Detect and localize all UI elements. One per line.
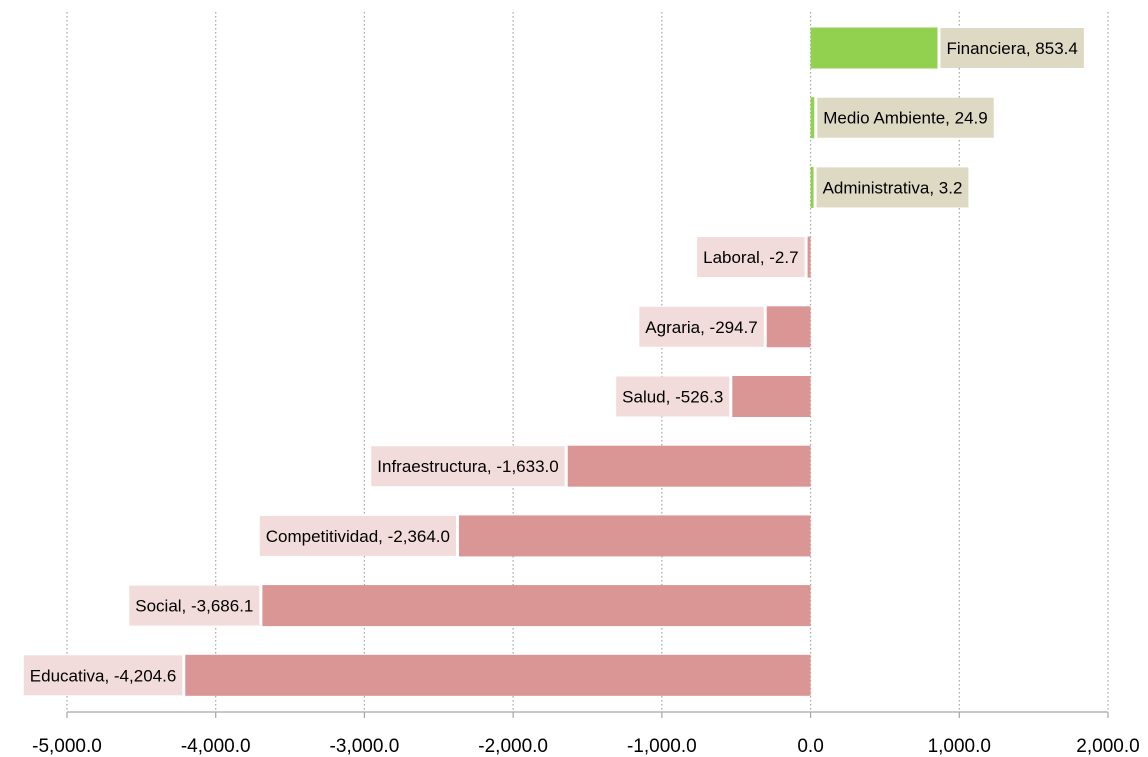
data-label-text: Laboral, -2.7 xyxy=(703,248,798,267)
bar-laboral xyxy=(807,236,811,278)
data-label-text: Financiera, 853.4 xyxy=(946,39,1077,58)
data-labels: Financiera, 853.4 Medio Ambiente, 24.9 Adm… xyxy=(23,28,1084,696)
bar-competitividad xyxy=(459,515,811,557)
data-label: Salud, -526.3 xyxy=(616,376,730,417)
x-tick-label: 1,000.0 xyxy=(928,736,991,757)
data-label-background xyxy=(639,306,764,347)
bar-social xyxy=(262,585,811,627)
data-label: Laboral, -2.7 xyxy=(697,237,805,278)
data-label: Social, -3,686.1 xyxy=(129,585,260,626)
data-label-text: Salud, -526.3 xyxy=(622,388,723,407)
data-label-background xyxy=(816,167,969,208)
data-label-background xyxy=(616,376,730,417)
data-label-text: Social, -3,686.1 xyxy=(135,597,253,616)
x-tick-label: -4,000.0 xyxy=(181,736,251,757)
bar-infraestructura xyxy=(567,445,811,487)
data-label-background xyxy=(23,655,183,696)
bar-financiera xyxy=(810,27,938,69)
bar-educativa xyxy=(185,654,811,696)
data-label-background xyxy=(371,446,565,487)
data-label-text: Competitividad, -2,364.0 xyxy=(266,527,450,546)
data-label: Infraestructura, -1,633.0 xyxy=(371,446,565,487)
data-label-background xyxy=(940,28,1084,68)
data-label-background xyxy=(697,237,805,278)
bar-administrativa xyxy=(810,166,814,208)
bars xyxy=(185,27,938,696)
data-label: Educativa, -4,204.6 xyxy=(23,655,183,696)
x-tick-label: -2,000.0 xyxy=(478,736,548,757)
x-tick-label: -1,000.0 xyxy=(627,736,697,757)
bar-agraria xyxy=(766,306,811,348)
x-tick-label: 2,000.0 xyxy=(1076,736,1139,757)
data-label: Administrativa, 3.2 xyxy=(816,167,969,208)
x-tick-label: 0.0 xyxy=(797,736,823,757)
data-label: Competitividad, -2,364.0 xyxy=(259,515,457,556)
data-label-text: Agraria, -294.7 xyxy=(645,318,757,337)
x-axis: -5,000.0 -4,000.0 -3,000.0 -2,000.0 -1,000.0… xyxy=(32,711,1140,757)
data-label: Financiera, 853.4 xyxy=(940,28,1084,68)
data-label-background xyxy=(129,585,260,626)
data-label-background xyxy=(259,515,457,556)
x-tick-label: -5,000.0 xyxy=(32,736,102,757)
bar-salud xyxy=(732,376,811,417)
data-label: Agraria, -294.7 xyxy=(639,306,764,347)
data-label: Medio Ambiente, 24.9 xyxy=(817,97,994,138)
data-label-text: Medio Ambiente, 24.9 xyxy=(823,109,987,128)
data-label-text: Educativa, -4,204.6 xyxy=(30,666,176,685)
bar-medio-ambiente xyxy=(810,97,815,139)
x-tick-label: -3,000.0 xyxy=(330,736,400,757)
data-label-text: Infraestructura, -1,633.0 xyxy=(377,457,558,476)
data-label-background xyxy=(817,97,994,138)
data-label-text: Administrativa, 3.2 xyxy=(823,178,963,197)
